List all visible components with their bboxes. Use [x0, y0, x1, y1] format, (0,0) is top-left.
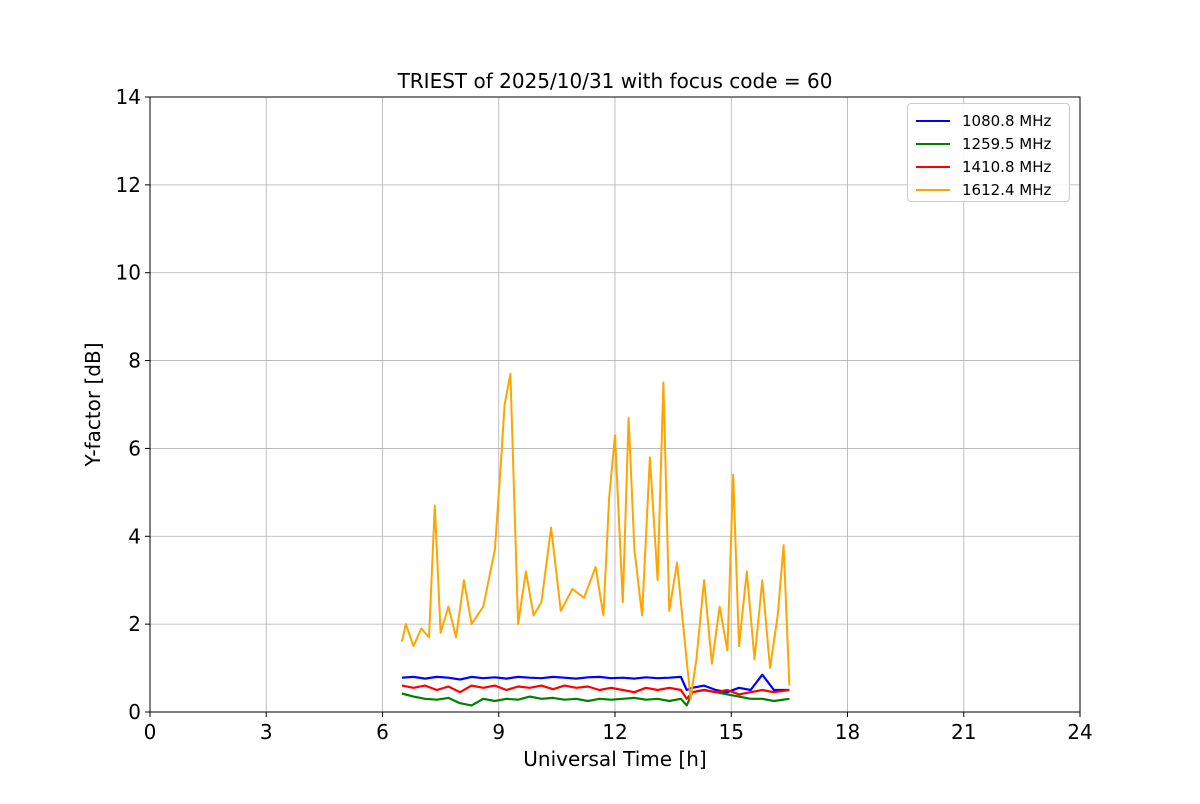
x-tick-label: 6	[376, 720, 389, 744]
series-line-1612-4-mhz	[400, 372, 791, 700]
series-layer	[400, 372, 791, 707]
legend-label: 1410.8 MHz	[962, 158, 1052, 176]
legend: 1080.8 MHz 1259.5 MHz 1410.8 MHz 1612.4 …	[907, 103, 1070, 202]
series-line-1259-5-mhz	[401, 688, 790, 707]
y-tick-label: 6	[128, 436, 141, 460]
legend-swatch	[916, 189, 950, 191]
y-axis-label: Y-factor [dB]	[81, 342, 105, 467]
x-axis-label: Universal Time [h]	[523, 747, 706, 771]
chart-title: TRIEST of 2025/10/31 with focus code = 6…	[397, 69, 833, 93]
y-tick-label: 2	[128, 612, 141, 636]
legend-label: 1612.4 MHz	[962, 181, 1052, 199]
legend-swatch	[916, 120, 950, 122]
legend-label: 1080.8 MHz	[962, 112, 1052, 130]
x-tick-label: 9	[492, 720, 505, 744]
legend-label: 1259.5 MHz	[962, 135, 1052, 153]
y-tick-label: 4	[128, 524, 141, 548]
legend-entry: 1612.4 MHz	[916, 180, 1051, 200]
x-tick-label: 18	[835, 720, 860, 744]
y-tick-label: 12	[116, 173, 141, 197]
x-tick-label: 24	[1067, 720, 1092, 744]
y-tick-label: 14	[116, 85, 141, 109]
x-tick-label: 12	[602, 720, 627, 744]
x-tick-label: 0	[144, 720, 157, 744]
legend-entry: 1080.8 MHz	[916, 111, 1051, 131]
y-tick-label: 10	[116, 261, 141, 285]
legend-swatch	[916, 166, 950, 168]
x-tick-label: 21	[951, 720, 976, 744]
x-tick-label: 15	[719, 720, 744, 744]
y-tick-label: 0	[128, 700, 141, 724]
x-tick-label: 3	[260, 720, 273, 744]
y-tick-label: 8	[128, 349, 141, 373]
legend-entry: 1259.5 MHz	[916, 134, 1051, 154]
series-line-1410-8-mhz	[401, 684, 790, 700]
legend-entry: 1410.8 MHz	[916, 157, 1051, 177]
legend-swatch	[916, 143, 950, 145]
